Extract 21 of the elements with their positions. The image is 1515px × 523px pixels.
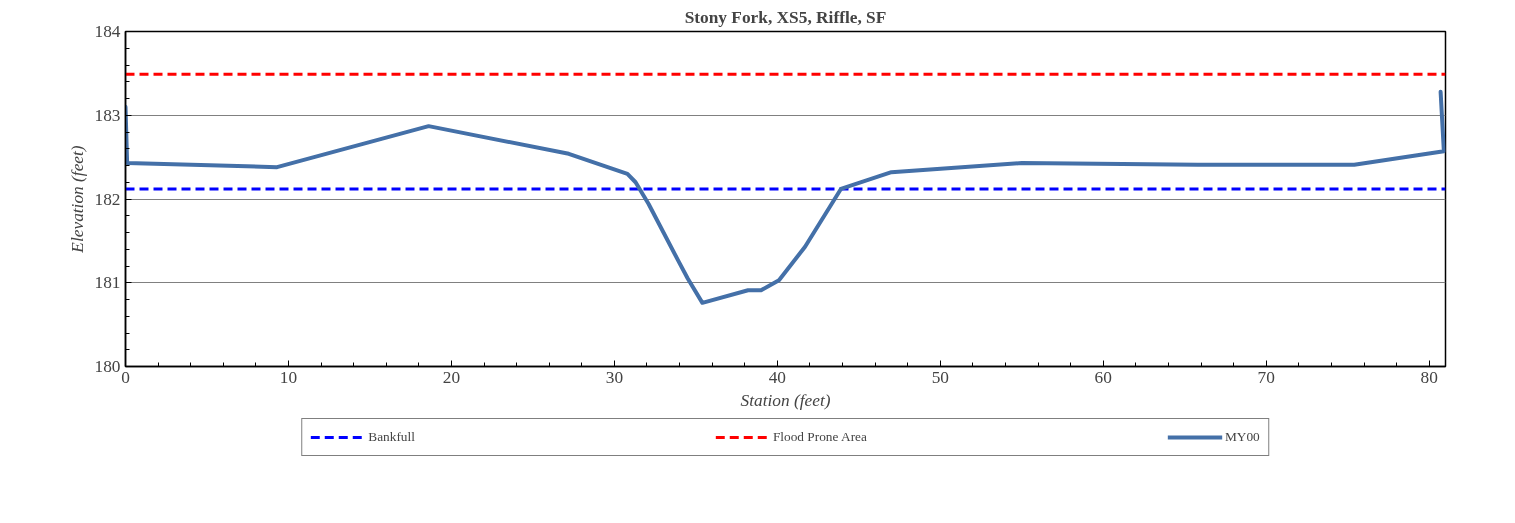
- x-tick-label: 40: [768, 367, 787, 387]
- line-series: [125, 89, 1446, 305]
- x-tick-label: 0: [121, 367, 130, 387]
- y-tick-label: 180: [94, 357, 121, 376]
- x-tick-label: 30: [605, 367, 624, 387]
- y-tick-label: 181: [94, 273, 121, 293]
- legend-label: Bankfull: [368, 429, 415, 445]
- x-tick-label: 60: [1094, 367, 1112, 387]
- chart-title: Stony Fork, XS5, Riffle, SF: [684, 7, 887, 27]
- legend-label: Flood Prone Area: [772, 429, 867, 445]
- y-tick-label: 184: [94, 22, 121, 41]
- y-axis-title: Elevation (feet): [67, 145, 87, 254]
- x-axis-title: Station (feet): [740, 390, 831, 410]
- x-tick-label: 20: [442, 367, 461, 387]
- y-tick-label: 182: [94, 189, 121, 209]
- x-tick-label: 50: [931, 367, 949, 387]
- x-tick-label: 10: [279, 367, 298, 387]
- x-tick-label: 80: [1420, 367, 1438, 387]
- y-tick-label: 183: [94, 105, 121, 125]
- x-tick-label: 70: [1257, 367, 1275, 387]
- legend-label: MY00: [1224, 429, 1260, 445]
